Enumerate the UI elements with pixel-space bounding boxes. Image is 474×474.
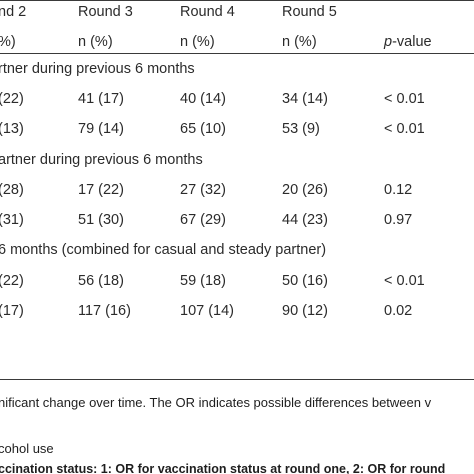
header-bottom-rule [0, 53, 474, 54]
header-n-percent-3: n (%) [78, 34, 113, 50]
header-p-value: p-value [384, 35, 432, 50]
header-round-3: Round 3 [78, 4, 133, 20]
cell: < 0.01 [384, 121, 425, 137]
cell: (13) [0, 121, 24, 137]
cell: (22) [0, 273, 24, 289]
cell: 0.12 [384, 182, 413, 198]
cell: 67 (29) [180, 212, 226, 228]
header-n-percent-4: n (%) [180, 34, 215, 50]
footnote-line-2: cohol use [0, 441, 54, 456]
cell: 59 (18) [180, 273, 226, 289]
table-bottom-rule [0, 379, 474, 380]
cell: 40 (14) [180, 91, 226, 107]
cell: (28) [0, 182, 24, 198]
cell: 0.02 [384, 303, 413, 319]
section-title-1: rtner during previous 6 months [0, 61, 195, 77]
cell: (22) [0, 91, 24, 107]
cell: 117 (16) [78, 303, 131, 319]
cell: 0.97 [384, 212, 413, 228]
cell: < 0.01 [384, 91, 425, 107]
cell: 79 (14) [78, 121, 124, 137]
cell: 17 (22) [78, 182, 124, 198]
cell: 34 (14) [282, 91, 328, 107]
cell: < 0.01 [384, 273, 425, 289]
cell: 27 (32) [180, 182, 226, 198]
cell: 41 (17) [78, 91, 124, 107]
cell: 20 (26) [282, 182, 328, 198]
cell: 44 (23) [282, 212, 328, 228]
cell: 56 (18) [78, 273, 124, 289]
p-value-suffix: -value [392, 34, 432, 50]
footnote-line-3: ccination status: 1: OR for vaccination … [0, 462, 446, 474]
section-title-3: 6 months (combined for casual and steady… [0, 242, 327, 258]
section-title-2: artner during previous 6 months [0, 152, 203, 168]
cell: 50 (16) [282, 273, 328, 289]
cell: 65 (10) [180, 121, 226, 137]
cell: (17) [0, 303, 24, 319]
header-round-2: nd 2 [0, 4, 27, 20]
header-round-4: Round 4 [180, 4, 235, 20]
cell: (31) [0, 212, 24, 228]
header-n-percent-5: n (%) [282, 34, 317, 50]
p-italic: p [384, 34, 393, 50]
cell: 107 (14) [180, 303, 235, 319]
table-top-rule [0, 0, 474, 1]
header-percent-2: %) [0, 34, 16, 50]
footnote-line-1: nificant change over time. The OR indica… [0, 395, 432, 410]
cell: 53 (9) [282, 121, 320, 137]
cell: 90 (12) [282, 303, 328, 319]
cell: 51 (30) [78, 212, 124, 228]
header-round-5: Round 5 [282, 4, 337, 20]
